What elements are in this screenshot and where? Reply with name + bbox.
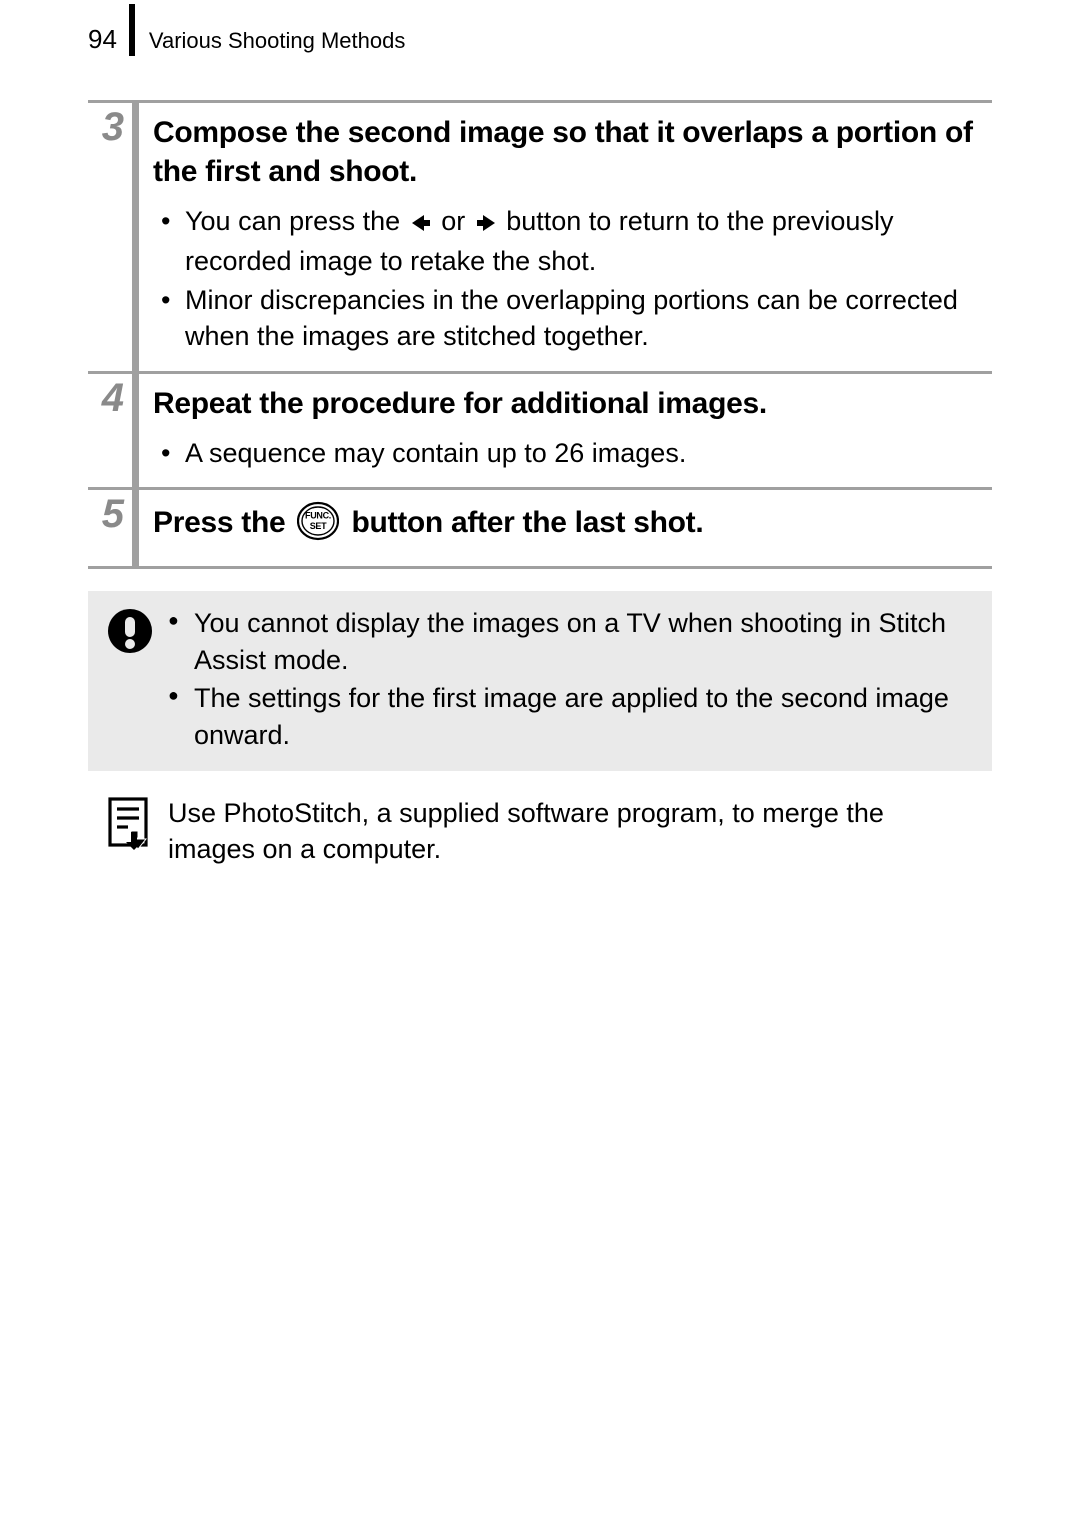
heading-text-post: button after the last shot.	[351, 506, 703, 539]
svg-text:FUNC.: FUNC.	[305, 511, 331, 521]
header-divider	[129, 4, 135, 56]
info-note-row: Use PhotoStitch, a supplied software pro…	[88, 795, 992, 868]
step-heading: Repeat the procedure for additional imag…	[153, 384, 992, 423]
step-content: Compose the second image so that it over…	[139, 103, 992, 371]
step-block-3: 3 Compose the second image so that it ov…	[88, 100, 992, 371]
arrow-right-icon	[475, 207, 497, 243]
caution-item: You cannot display the images on a TV wh…	[168, 605, 974, 678]
step-number: 4	[102, 378, 124, 487]
page-number: 94	[88, 20, 129, 72]
bottom-divider	[88, 566, 992, 569]
page: 94 Various Shooting Methods 3 Compose th…	[0, 0, 1080, 868]
page-header: 94 Various Shooting Methods	[88, 20, 992, 72]
step-bullets: You can press the or button to return to…	[153, 203, 992, 355]
bullet-item: A sequence may contain up to 26 images.	[157, 435, 992, 471]
step-heading: Compose the second image so that it over…	[153, 113, 992, 191]
step-block-4: 4 Repeat the procedure for additional im…	[88, 371, 992, 487]
info-text: Use PhotoStitch, a supplied software pro…	[168, 795, 974, 868]
section-title: Various Shooting Methods	[135, 20, 405, 72]
caution-note-box: You cannot display the images on a TV wh…	[88, 591, 992, 771]
step-divider	[132, 103, 139, 371]
document-icon	[106, 797, 150, 856]
bullet-item: Minor discrepancies in the overlapping p…	[157, 282, 992, 355]
svg-text:SET: SET	[310, 521, 327, 531]
step-divider	[132, 490, 139, 566]
step-number-wrap: 4	[88, 374, 132, 487]
step-block-5: 5 Press the FUNC. SET button after the l…	[88, 487, 992, 566]
step-number-wrap: 3	[88, 103, 132, 371]
bullet-text: You can press the	[185, 206, 408, 236]
info-icon-col	[106, 795, 168, 856]
caution-icon	[106, 607, 154, 660]
func-set-icon: FUNC. SET	[297, 500, 339, 552]
step-content: Press the FUNC. SET button after the las…	[139, 490, 992, 566]
bullet-text: Minor discrepancies in the overlapping p…	[185, 285, 958, 351]
arrow-left-icon	[410, 207, 432, 243]
step-number-wrap: 5	[88, 490, 132, 566]
step-content: Repeat the procedure for additional imag…	[139, 374, 992, 487]
step-bullets: A sequence may contain up to 26 images.	[153, 435, 992, 471]
caution-text: You cannot display the images on a TV wh…	[168, 605, 974, 755]
step-number: 3	[102, 107, 124, 371]
step-heading: Press the FUNC. SET button after the las…	[153, 500, 992, 552]
bullet-text: A sequence may contain up to 26 images.	[185, 438, 686, 468]
bullet-text: or	[441, 206, 473, 236]
step-number: 5	[102, 494, 124, 566]
caution-item: The settings for the first image are app…	[168, 680, 974, 753]
bullet-item: You can press the or button to return to…	[157, 203, 992, 280]
caution-icon-col	[106, 605, 168, 660]
heading-text-pre: Press the	[153, 506, 293, 539]
step-divider	[132, 374, 139, 487]
